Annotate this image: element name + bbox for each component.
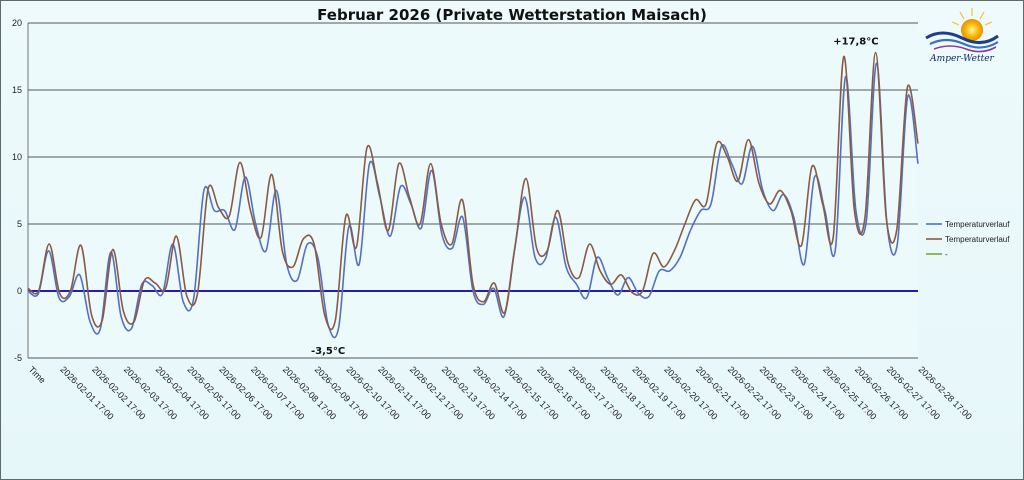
y-tick-label: 15 [12,85,22,95]
legend: Temperaturverlauf Temperaturverlauf - [926,220,1010,259]
y-tick-label: 20 [12,18,22,28]
y-tick-label: 5 [17,219,22,229]
sun-wave-icon [925,8,999,53]
logo-text: Amper-Wetter [930,54,994,64]
series-line-2 [27,51,919,331]
series-layer [27,51,919,339]
y-tick-label: -5 [14,353,22,363]
grid-layer [27,22,918,359]
extreme-annotation: +17,8°C [833,36,878,47]
plot-area [28,23,918,358]
y-tick-label: 0 [17,286,22,296]
legend-label: - [945,250,948,259]
chart-title: Februar 2026 (Private Wetterstation Mais… [317,6,707,24]
y-axis-ticks: -5 0 5 10 15 20 [12,18,22,363]
annotation-layer: -3,5°C +17,8°C [311,36,879,356]
y-tick-label: 10 [12,152,22,162]
legend-label: Temperaturverlauf [945,235,1010,244]
series-line-1 [27,62,919,339]
legend-label: Temperaturverlauf [945,220,1010,229]
x-tick-label: Time [27,364,48,385]
amper-wetter-logo: Amper-Wetter [922,6,1002,70]
x-tick-label: 2026-02-28 17:00 [917,364,974,421]
extreme-annotation: -3,5°C [311,346,345,357]
